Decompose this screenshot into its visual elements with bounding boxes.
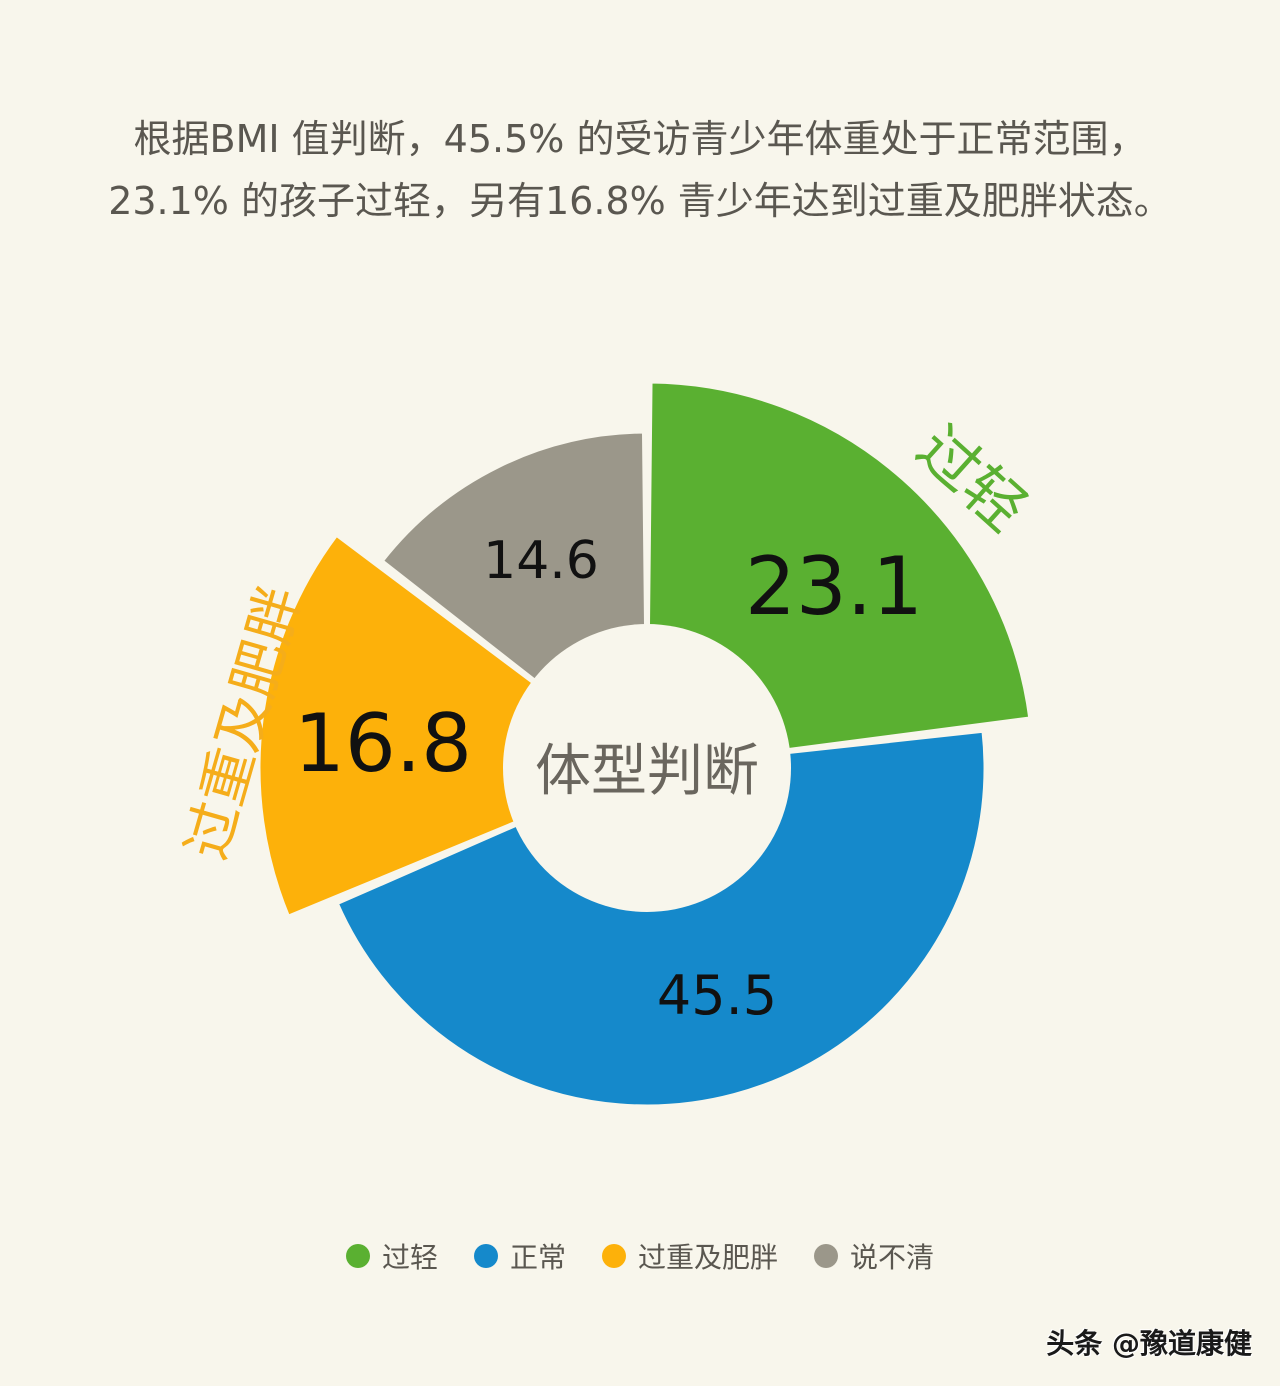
value-label-unsure: 14.6 (483, 531, 599, 591)
legend-label: 过轻 (381, 1241, 438, 1274)
legend-item-unsure: 说不清 (814, 1236, 934, 1276)
value-label-normal: 45.5 (657, 964, 777, 1027)
chart-center-hole (503, 624, 791, 912)
legend-item-overweight: 过重及肥胖 (602, 1236, 778, 1276)
caption: 根据BMI 值判断，45.5% 的受访青少年体重处于正常范围， 23.1% 的孩… (0, 108, 1280, 232)
legend-item-normal: 正常 (473, 1236, 566, 1276)
legend-dot-icon (814, 1244, 839, 1268)
caption-line-1: 根据BMI 值判断，45.5% 的受访青少年体重处于正常范围， (133, 117, 1147, 161)
chart-segments (257, 380, 1032, 1108)
legend: 过轻 正常 过重及肥胖 说不清 (0, 1236, 1280, 1276)
watermark: 头条 @豫道康健 (1046, 1327, 1252, 1360)
value-label-underweight: 23.1 (745, 540, 923, 633)
legend-item-underweight: 过轻 (345, 1236, 438, 1276)
legend-label: 正常 (509, 1241, 566, 1274)
legend-dot-icon (473, 1244, 498, 1268)
legend-dot-icon (345, 1244, 370, 1268)
center-label: 体型判断 (535, 739, 759, 804)
legend-label: 说不清 (850, 1241, 935, 1274)
legend-dot-icon (602, 1244, 626, 1268)
legend-label: 过重及肥胖 (638, 1241, 779, 1274)
caption-line-2: 23.1% 的孩子过轻，另有16.8% 青少年达到过重及肥胖状态。 (108, 179, 1172, 223)
value-label-overweight: 16.8 (294, 697, 472, 790)
